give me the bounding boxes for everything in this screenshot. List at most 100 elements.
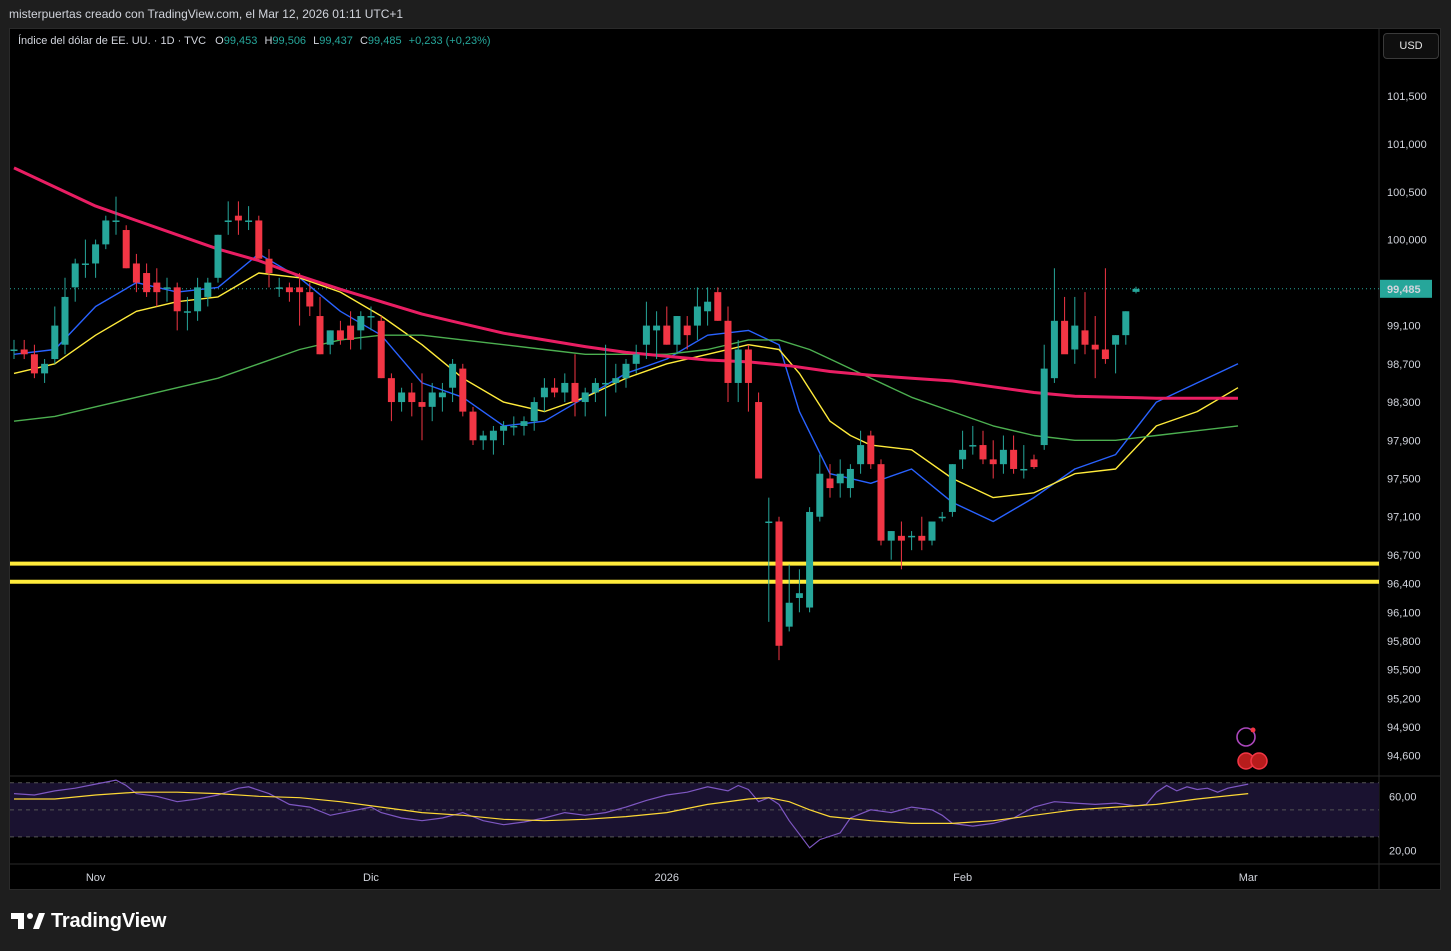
candle-body[interactable] xyxy=(265,258,273,274)
symbol-legend[interactable]: Índice del dólar de EE. UU. · 1D · TVC O… xyxy=(18,35,491,47)
candle-body[interactable] xyxy=(122,230,130,269)
candle-body[interactable] xyxy=(816,473,824,517)
candle-body[interactable] xyxy=(71,263,79,288)
candle-body[interactable] xyxy=(1132,288,1140,292)
chart-frame[interactable] xyxy=(9,28,1441,890)
candle-body[interactable] xyxy=(387,378,395,403)
candle-body[interactable] xyxy=(999,449,1007,465)
candle-body[interactable] xyxy=(1112,335,1120,345)
candle-body[interactable] xyxy=(1030,459,1038,468)
candle-body[interactable] xyxy=(10,349,18,351)
candle-body[interactable] xyxy=(1020,468,1028,471)
candle-body[interactable] xyxy=(928,521,936,541)
candle-body[interactable] xyxy=(204,282,212,297)
candle-body[interactable] xyxy=(459,368,467,412)
candle-body[interactable] xyxy=(622,363,630,379)
candle-body[interactable] xyxy=(143,273,151,293)
candle-body[interactable] xyxy=(438,392,446,398)
candle-body[interactable] xyxy=(316,316,324,355)
candle-body[interactable] xyxy=(296,287,304,293)
candle-body[interactable] xyxy=(561,382,569,393)
candle-body[interactable] xyxy=(41,363,49,374)
ma-yellow-line[interactable] xyxy=(13,272,1239,499)
candle-body[interactable] xyxy=(693,306,701,326)
candle-body[interactable] xyxy=(1091,344,1099,350)
candle-body[interactable] xyxy=(306,292,314,307)
candle-body[interactable] xyxy=(51,325,59,360)
candle-body[interactable] xyxy=(357,316,365,331)
candle-body[interactable] xyxy=(214,234,222,278)
candle-body[interactable] xyxy=(245,220,253,222)
candle-body[interactable] xyxy=(183,311,191,313)
candle-body[interactable] xyxy=(1101,349,1109,360)
candle-body[interactable] xyxy=(908,535,916,538)
currency-button[interactable]: USD xyxy=(1383,33,1439,59)
candle-body[interactable] xyxy=(510,425,518,428)
candle-body[interactable] xyxy=(224,220,232,222)
candle-body[interactable] xyxy=(734,349,742,383)
candle-body[interactable] xyxy=(173,287,181,312)
us-flag-icon-2[interactable] xyxy=(1250,752,1268,770)
candle-body[interactable] xyxy=(102,220,110,245)
candle-body[interactable] xyxy=(642,325,650,345)
candle-body[interactable] xyxy=(377,320,385,379)
candle-body[interactable] xyxy=(591,382,599,393)
ma-blue-line[interactable] xyxy=(13,253,1239,523)
candle-body[interactable] xyxy=(1050,320,1058,379)
candle-body[interactable] xyxy=(428,392,436,407)
candle-body[interactable] xyxy=(602,382,610,385)
candle-body[interactable] xyxy=(1010,449,1018,469)
rsi-ma-line[interactable] xyxy=(14,791,1249,824)
candle-body[interactable] xyxy=(540,387,548,398)
candle-body[interactable] xyxy=(194,287,202,312)
candle-body[interactable] xyxy=(632,354,640,364)
candle-body[interactable] xyxy=(132,263,140,283)
candle-body[interactable] xyxy=(959,449,967,460)
candle-body[interactable] xyxy=(20,349,28,355)
candle-body[interactable] xyxy=(938,516,946,519)
candle-body[interactable] xyxy=(989,459,997,465)
candle-body[interactable] xyxy=(1122,311,1130,336)
candle-body[interactable] xyxy=(795,593,803,598)
candle-body[interactable] xyxy=(571,382,579,403)
candle-body[interactable] xyxy=(1071,325,1079,350)
candle-body[interactable] xyxy=(347,325,355,340)
candle-body[interactable] xyxy=(724,320,732,383)
candle-body[interactable] xyxy=(785,602,793,627)
economic-event-icon[interactable] xyxy=(1236,727,1256,747)
candle-body[interactable] xyxy=(398,392,406,403)
candle-body[interactable] xyxy=(969,445,977,447)
candle-body[interactable] xyxy=(836,473,844,484)
candle-body[interactable] xyxy=(612,378,620,383)
candle-body[interactable] xyxy=(765,521,773,524)
candle-body[interactable] xyxy=(530,402,538,422)
candle-body[interactable] xyxy=(30,354,38,374)
candle-body[interactable] xyxy=(857,445,865,465)
candle-body[interactable] xyxy=(163,287,171,289)
candle-body[interactable] xyxy=(500,425,508,431)
candle-body[interactable] xyxy=(704,301,712,312)
candle-body[interactable] xyxy=(255,220,263,259)
candle-body[interactable] xyxy=(92,244,100,264)
candle-body[interactable] xyxy=(81,263,89,265)
candle-body[interactable] xyxy=(275,287,283,289)
candle-body[interactable] xyxy=(418,402,426,407)
candle-body[interactable] xyxy=(326,330,334,345)
candle-body[interactable] xyxy=(714,292,722,321)
candle-body[interactable] xyxy=(61,296,69,345)
candle-body[interactable] xyxy=(479,435,487,441)
candle-body[interactable] xyxy=(663,325,671,345)
symbol-name[interactable]: Índice del dólar de EE. UU. · 1D · TVC xyxy=(18,35,207,47)
candle-body[interactable] xyxy=(153,282,161,293)
candle-body[interactable] xyxy=(867,435,875,465)
candle-body[interactable] xyxy=(581,392,589,403)
candle-body[interactable] xyxy=(806,511,814,608)
candle-body[interactable] xyxy=(877,464,885,541)
candle-body[interactable] xyxy=(887,531,895,541)
candle-body[interactable] xyxy=(551,387,559,393)
tradingview-logo[interactable]: TradingView xyxy=(11,908,166,934)
candle-body[interactable] xyxy=(234,215,242,221)
candle-body[interactable] xyxy=(755,402,763,479)
rsi-line[interactable] xyxy=(13,779,1249,849)
candle-body[interactable] xyxy=(979,445,987,460)
